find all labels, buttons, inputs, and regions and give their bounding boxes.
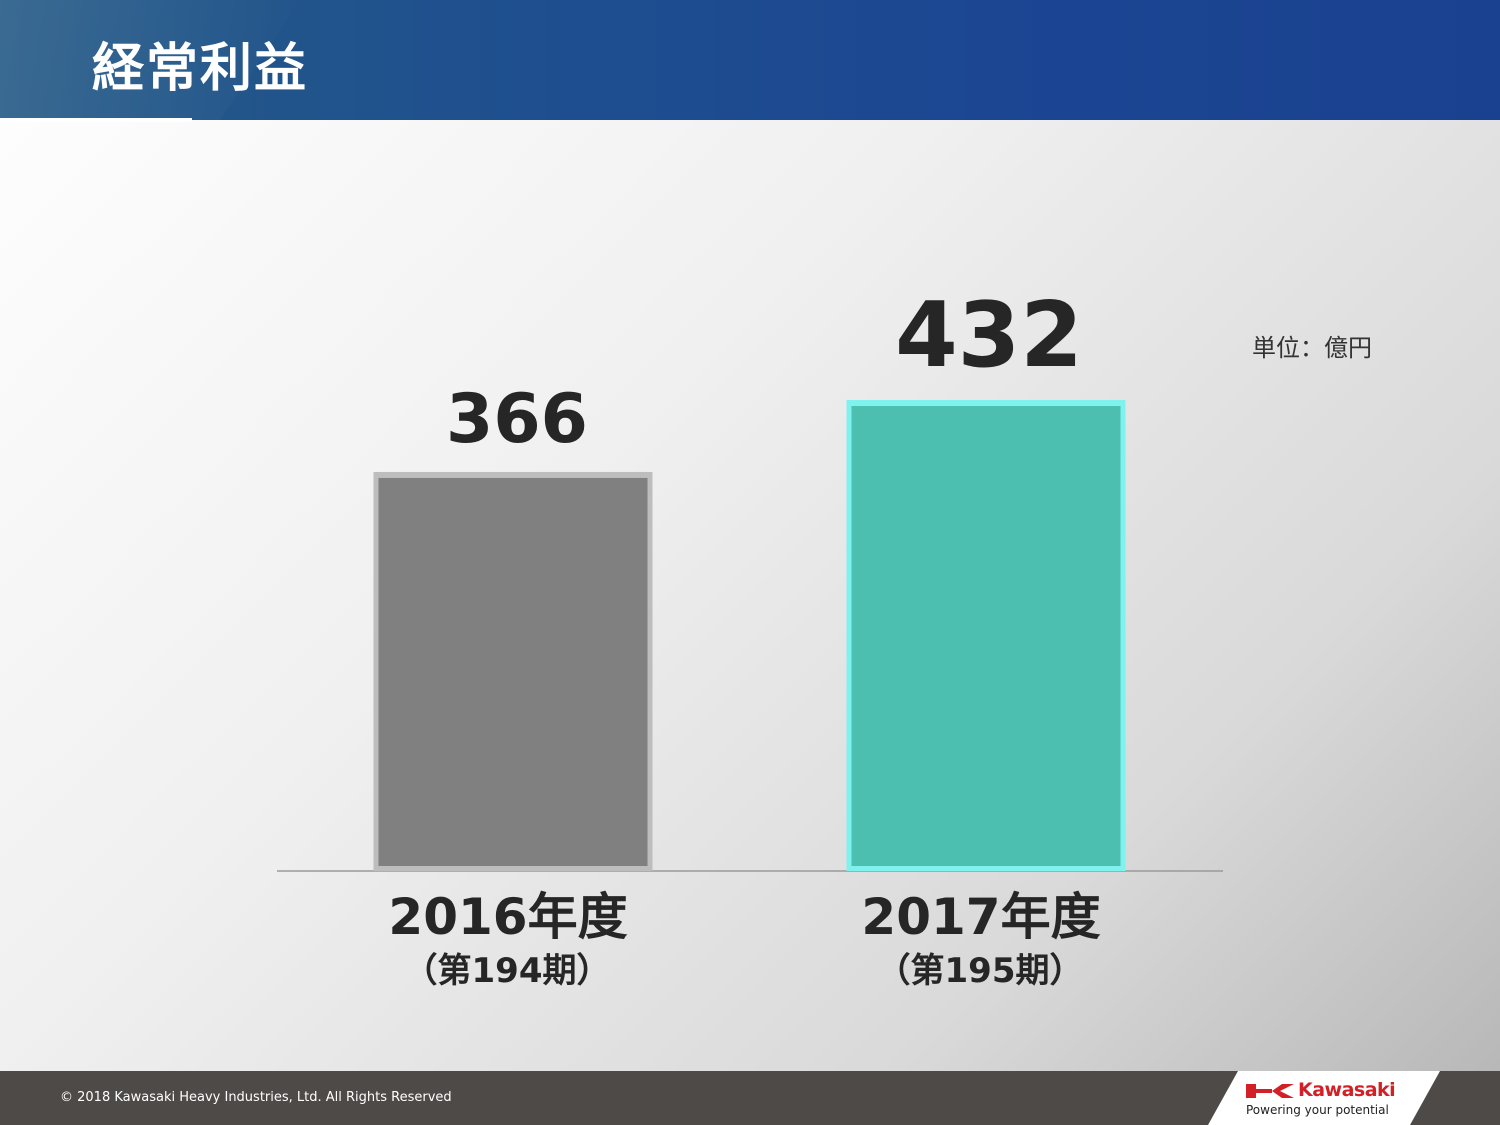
bar-1 [378,477,648,866]
header-bar: 経常利益 [0,0,1500,120]
logo-tagline: Powering your potential [1246,1103,1389,1117]
unit-label: 単位：億円 [1252,334,1372,362]
copyright-text: © 2018 Kawasaki Heavy Industries, Ltd. A… [60,1090,452,1105]
value-label-1: 366 [446,380,588,459]
header-underline [0,118,192,122]
value-label-2: 432 [895,283,1083,388]
category-sublabel-1: （第194期） [404,951,611,991]
bar-2 [851,406,1121,866]
category-sublabel-2: （第195期） [877,951,1084,991]
logo-panel [1208,1071,1440,1125]
kawasaki-logo-icon [1246,1084,1294,1098]
page-title: 経常利益 [92,39,309,99]
logo-brand-text: Kawasaki [1298,1079,1396,1101]
category-label-1: 2016年度 [388,888,627,946]
category-label-2: 2017年度 [861,888,1100,946]
